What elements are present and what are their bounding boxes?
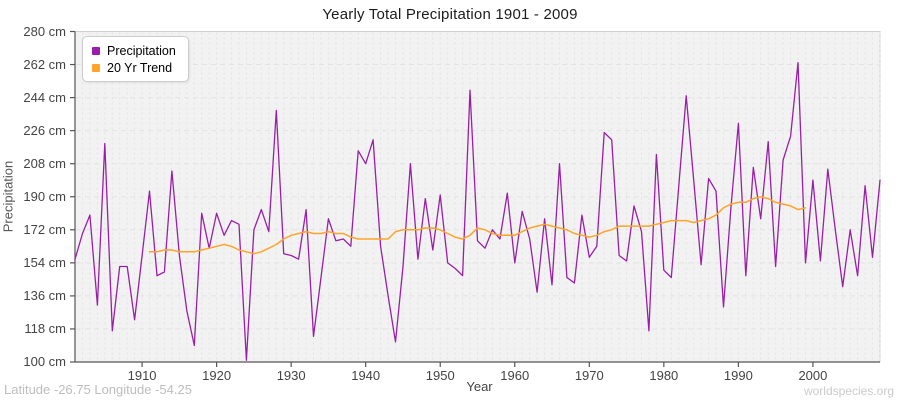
x-tick-label: 1920 <box>202 368 232 383</box>
x-tick-label: 1990 <box>723 368 753 383</box>
x-tick-label: 2000 <box>798 368 828 383</box>
legend: Precipitation 20 Yr Trend <box>82 36 189 82</box>
x-tick-label: 1980 <box>649 368 679 383</box>
y-tick-label: 136 cm <box>23 287 66 303</box>
x-tick-label: 1930 <box>276 368 306 383</box>
y-tick-label: 208 cm <box>23 155 66 171</box>
y-tick-label: 262 cm <box>23 56 66 72</box>
x-tick-label: 1940 <box>351 368 381 383</box>
legend-swatch-icon <box>92 46 100 55</box>
footer-watermark: worldspecies.org <box>803 384 894 398</box>
chart-title: Yearly Total Precipitation 1901 - 2009 <box>322 6 578 23</box>
trend-line <box>148 196 807 255</box>
footer-coordinates: Latitude -26.75 Longitude -54.25 <box>4 382 192 397</box>
legend-label: Precipitation <box>107 43 176 58</box>
x-tick-label: 1960 <box>500 368 530 383</box>
legend-item: 20 Yr Trend <box>92 59 176 76</box>
y-tick-label: 226 cm <box>23 122 66 138</box>
y-tick-label: 244 cm <box>23 89 66 105</box>
legend-swatch-icon <box>92 63 100 72</box>
y-tick-label: 280 cm <box>23 23 66 39</box>
y-tick-label: 154 cm <box>23 254 66 270</box>
y-tick-label: 172 cm <box>23 221 66 237</box>
y-tick-label: 190 cm <box>23 188 66 204</box>
x-tick-label: 1950 <box>425 368 455 383</box>
y-tick-label: 100 cm <box>23 354 66 369</box>
legend-item: Precipitation <box>92 42 176 59</box>
x-tick-label: 1970 <box>574 368 604 383</box>
legend-label: 20 Yr Trend <box>107 60 173 75</box>
x-tick-label: 1910 <box>127 368 157 383</box>
x-axis-label: Year <box>466 379 493 394</box>
y-tick-label: 118 cm <box>24 320 66 336</box>
